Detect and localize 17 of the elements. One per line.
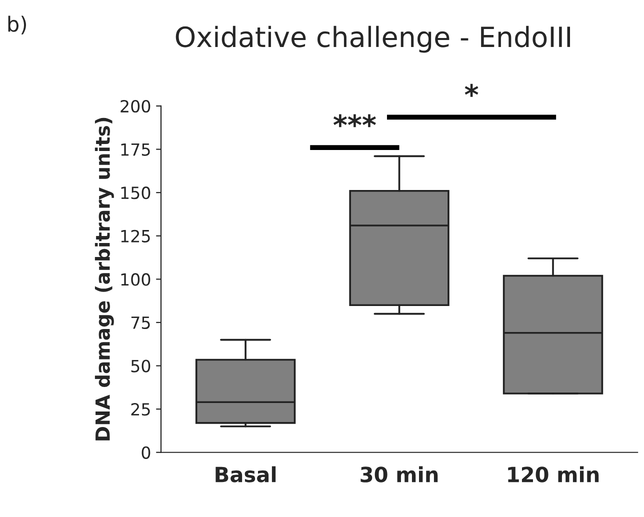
y-tick-label: 100: [121, 273, 150, 286]
y-tick-label: 175: [121, 143, 150, 156]
annotation: ***: [333, 114, 376, 128]
y-tick-label: 25: [131, 403, 150, 416]
y-tick-label: 75: [131, 316, 150, 330]
y-tick-label: 50: [131, 360, 150, 372]
x-tick-label: Basal: [216, 466, 276, 482]
y-tick-label: 0: [142, 446, 150, 459]
x-tick-label: 30 min: [360, 466, 438, 482]
y-axis-title: DNA damage (arbitrary units): [94, 118, 114, 440]
y-tick-label: 200: [120, 100, 150, 113]
text: b): [8, 16, 26, 34]
y-tick-label: 125: [121, 230, 150, 242]
x-tick-label: 120 min: [508, 466, 599, 482]
text: *: [464, 84, 478, 97]
y-tick-label: 150: [121, 186, 150, 200]
chart-title: Oxidative challenge - EndoIII: [176, 26, 570, 53]
